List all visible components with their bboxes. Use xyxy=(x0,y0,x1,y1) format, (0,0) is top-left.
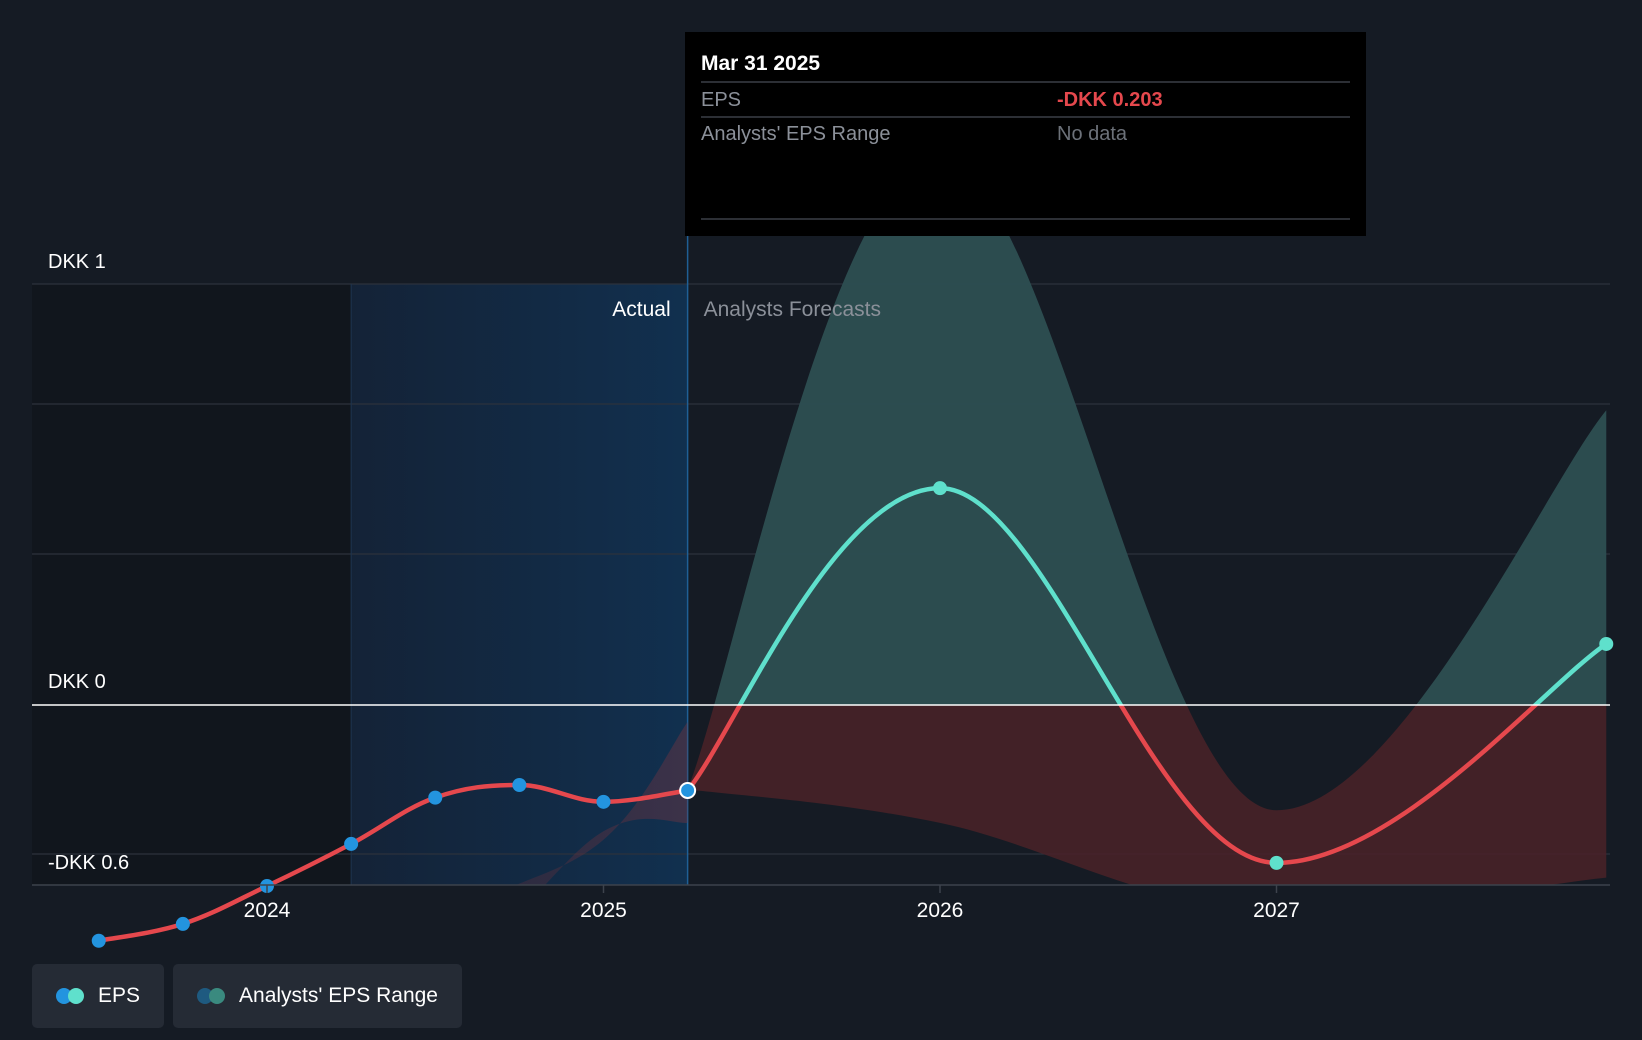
eps-legend-icon xyxy=(56,987,86,1005)
eps-actual-point xyxy=(596,794,611,809)
eps-range-band xyxy=(515,157,1607,885)
eps-actual-point xyxy=(512,777,527,792)
eps-points xyxy=(91,481,1614,948)
eps-forecast-line-positive xyxy=(737,485,1608,705)
tooltip-box xyxy=(685,32,1366,236)
range-legend-icon xyxy=(197,987,227,1005)
y-tick-label: -DKK 0.6 xyxy=(48,852,129,874)
tooltip-range-label: Analysts' EPS Range xyxy=(701,123,890,145)
tooltip-eps-value: -DKK 0.203 xyxy=(1057,89,1163,111)
eps-chart: DKK 1 DKK 0 -DKK 0.6 2024 2025 2026 2027 Mar 3… xyxy=(32,32,1614,948)
tooltip-date: Mar 31 2025 xyxy=(701,52,820,75)
range-band-positive xyxy=(714,157,1607,705)
tooltip-eps-label: EPS xyxy=(701,89,741,111)
eps-selected-point xyxy=(679,781,697,799)
eps-forecast-point xyxy=(933,481,947,496)
actual-highlight-band xyxy=(351,284,688,885)
tooltip: Mar 31 2025 EPS -DKK 0.203 Analysts' EPS… xyxy=(685,32,1366,236)
tooltip-range-value: No data xyxy=(1057,123,1128,145)
eps-actual-point xyxy=(344,836,359,851)
historical-range-band xyxy=(515,721,688,885)
range-band-negative xyxy=(687,705,1607,885)
legend-eps-label: EPS xyxy=(98,984,141,1007)
x-tick-label: 2024 xyxy=(244,899,291,922)
x-tick-label: 2026 xyxy=(917,899,964,922)
eps-lines xyxy=(96,485,1608,944)
legend-eps-button[interactable]: EPS xyxy=(32,964,165,1028)
legend-range-label: Analysts' EPS Range xyxy=(239,984,438,1007)
eps-actual-line xyxy=(96,782,690,944)
x-tick-label: 2027 xyxy=(1253,899,1300,922)
eps-actual-point xyxy=(91,933,106,948)
eps-actual-point xyxy=(175,916,190,931)
eps-actual-point xyxy=(428,790,443,805)
eps-forecast-line-negative xyxy=(685,705,1539,866)
y-tick-label: DKK 1 xyxy=(48,251,106,273)
legend: EPS Analysts' EPS Range xyxy=(32,964,462,1028)
x-tick-label: 2025 xyxy=(580,899,627,922)
forecast-label: Analysts Forecasts xyxy=(704,298,881,321)
axes: DKK 1 DKK 0 -DKK 0.6 2024 2025 2026 2027 xyxy=(32,251,1610,922)
legend-range-button[interactable]: Analysts' EPS Range xyxy=(173,964,462,1028)
eps-forecast-point xyxy=(1269,855,1284,870)
y-tick-label: DKK 0 xyxy=(48,671,106,693)
actual-label: Actual xyxy=(612,298,670,321)
eps-forecast-point xyxy=(1599,636,1614,651)
